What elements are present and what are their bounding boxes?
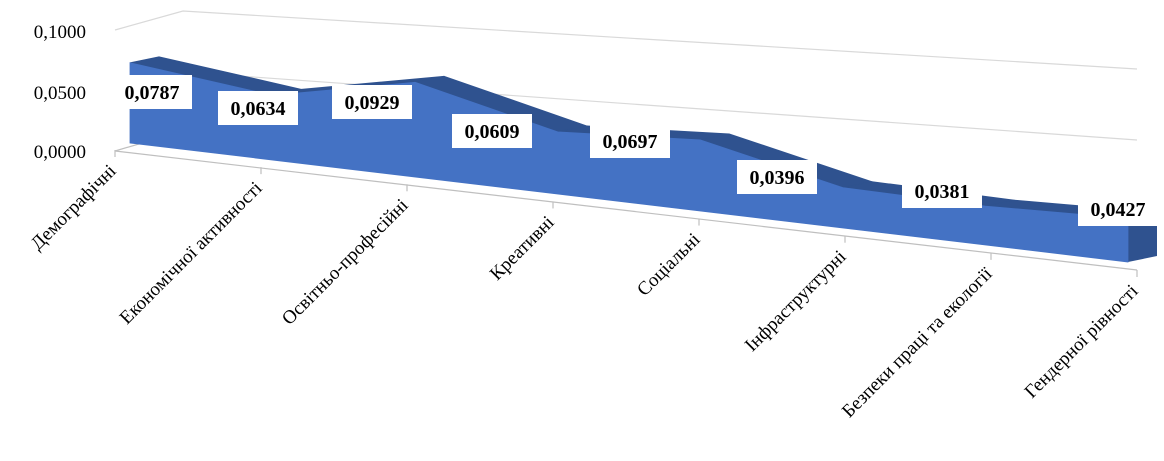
data-label: 0,0381 — [902, 174, 982, 208]
y-tick-label: 0,0000 — [34, 142, 86, 163]
data-label-box — [737, 160, 817, 194]
data-label-text: 0,0697 — [603, 131, 658, 153]
data-label: 0,0697 — [590, 124, 670, 158]
data-label-box — [1078, 192, 1158, 226]
x-tick-label: Інфраструктурні — [741, 246, 851, 356]
data-label: 0,0634 — [218, 91, 298, 125]
data-label: 0,0396 — [737, 160, 817, 194]
x-tick-label: Креативні — [486, 212, 559, 285]
data-labels: 0,0787 0,0634 0,0929 0,0609 0,0697 0,0396 0,03… — [112, 75, 1158, 226]
x-tick-label: Гендерної рівності — [1021, 281, 1143, 403]
y-tick-label: 0,0500 — [34, 83, 86, 104]
y-axis: 0,1000 0,0500 0,0000 — [34, 22, 86, 163]
data-label: 0,0929 — [332, 85, 412, 119]
data-label-text: 0,0381 — [915, 181, 970, 203]
data-label-box — [218, 91, 298, 125]
x-tick-label: Освітньо-професійні — [278, 195, 412, 329]
data-label: 0,0609 — [452, 114, 532, 148]
x-tick-label: Безпеки праці та екології — [838, 263, 997, 422]
y-tick-label: 0,1000 — [34, 22, 86, 43]
data-label-box — [112, 75, 192, 109]
x-tick-label: Економічної активності — [116, 178, 267, 329]
data-label: 0,0787 — [112, 75, 192, 109]
x-tick-label: Соціальні — [633, 229, 704, 300]
data-label-text: 0,0929 — [345, 92, 400, 114]
data-label-text: 0,0787 — [125, 82, 180, 104]
x-axis-line — [114, 150, 1138, 271]
data-label-text: 0,0427 — [1091, 199, 1146, 221]
data-label-text: 0,0634 — [231, 98, 286, 120]
data-label-box — [902, 174, 982, 208]
data-label-box — [452, 114, 532, 148]
area-series — [129, 56, 1158, 263]
gridline — [114, 10, 1138, 70]
data-label-text: 0,0396 — [750, 167, 805, 189]
x-tick-label: Демографічні — [27, 161, 121, 255]
data-label-box — [590, 124, 670, 158]
data-label-text: 0,0609 — [465, 121, 520, 143]
data-label: 0,0427 — [1078, 192, 1158, 226]
data-label-box — [332, 85, 412, 119]
